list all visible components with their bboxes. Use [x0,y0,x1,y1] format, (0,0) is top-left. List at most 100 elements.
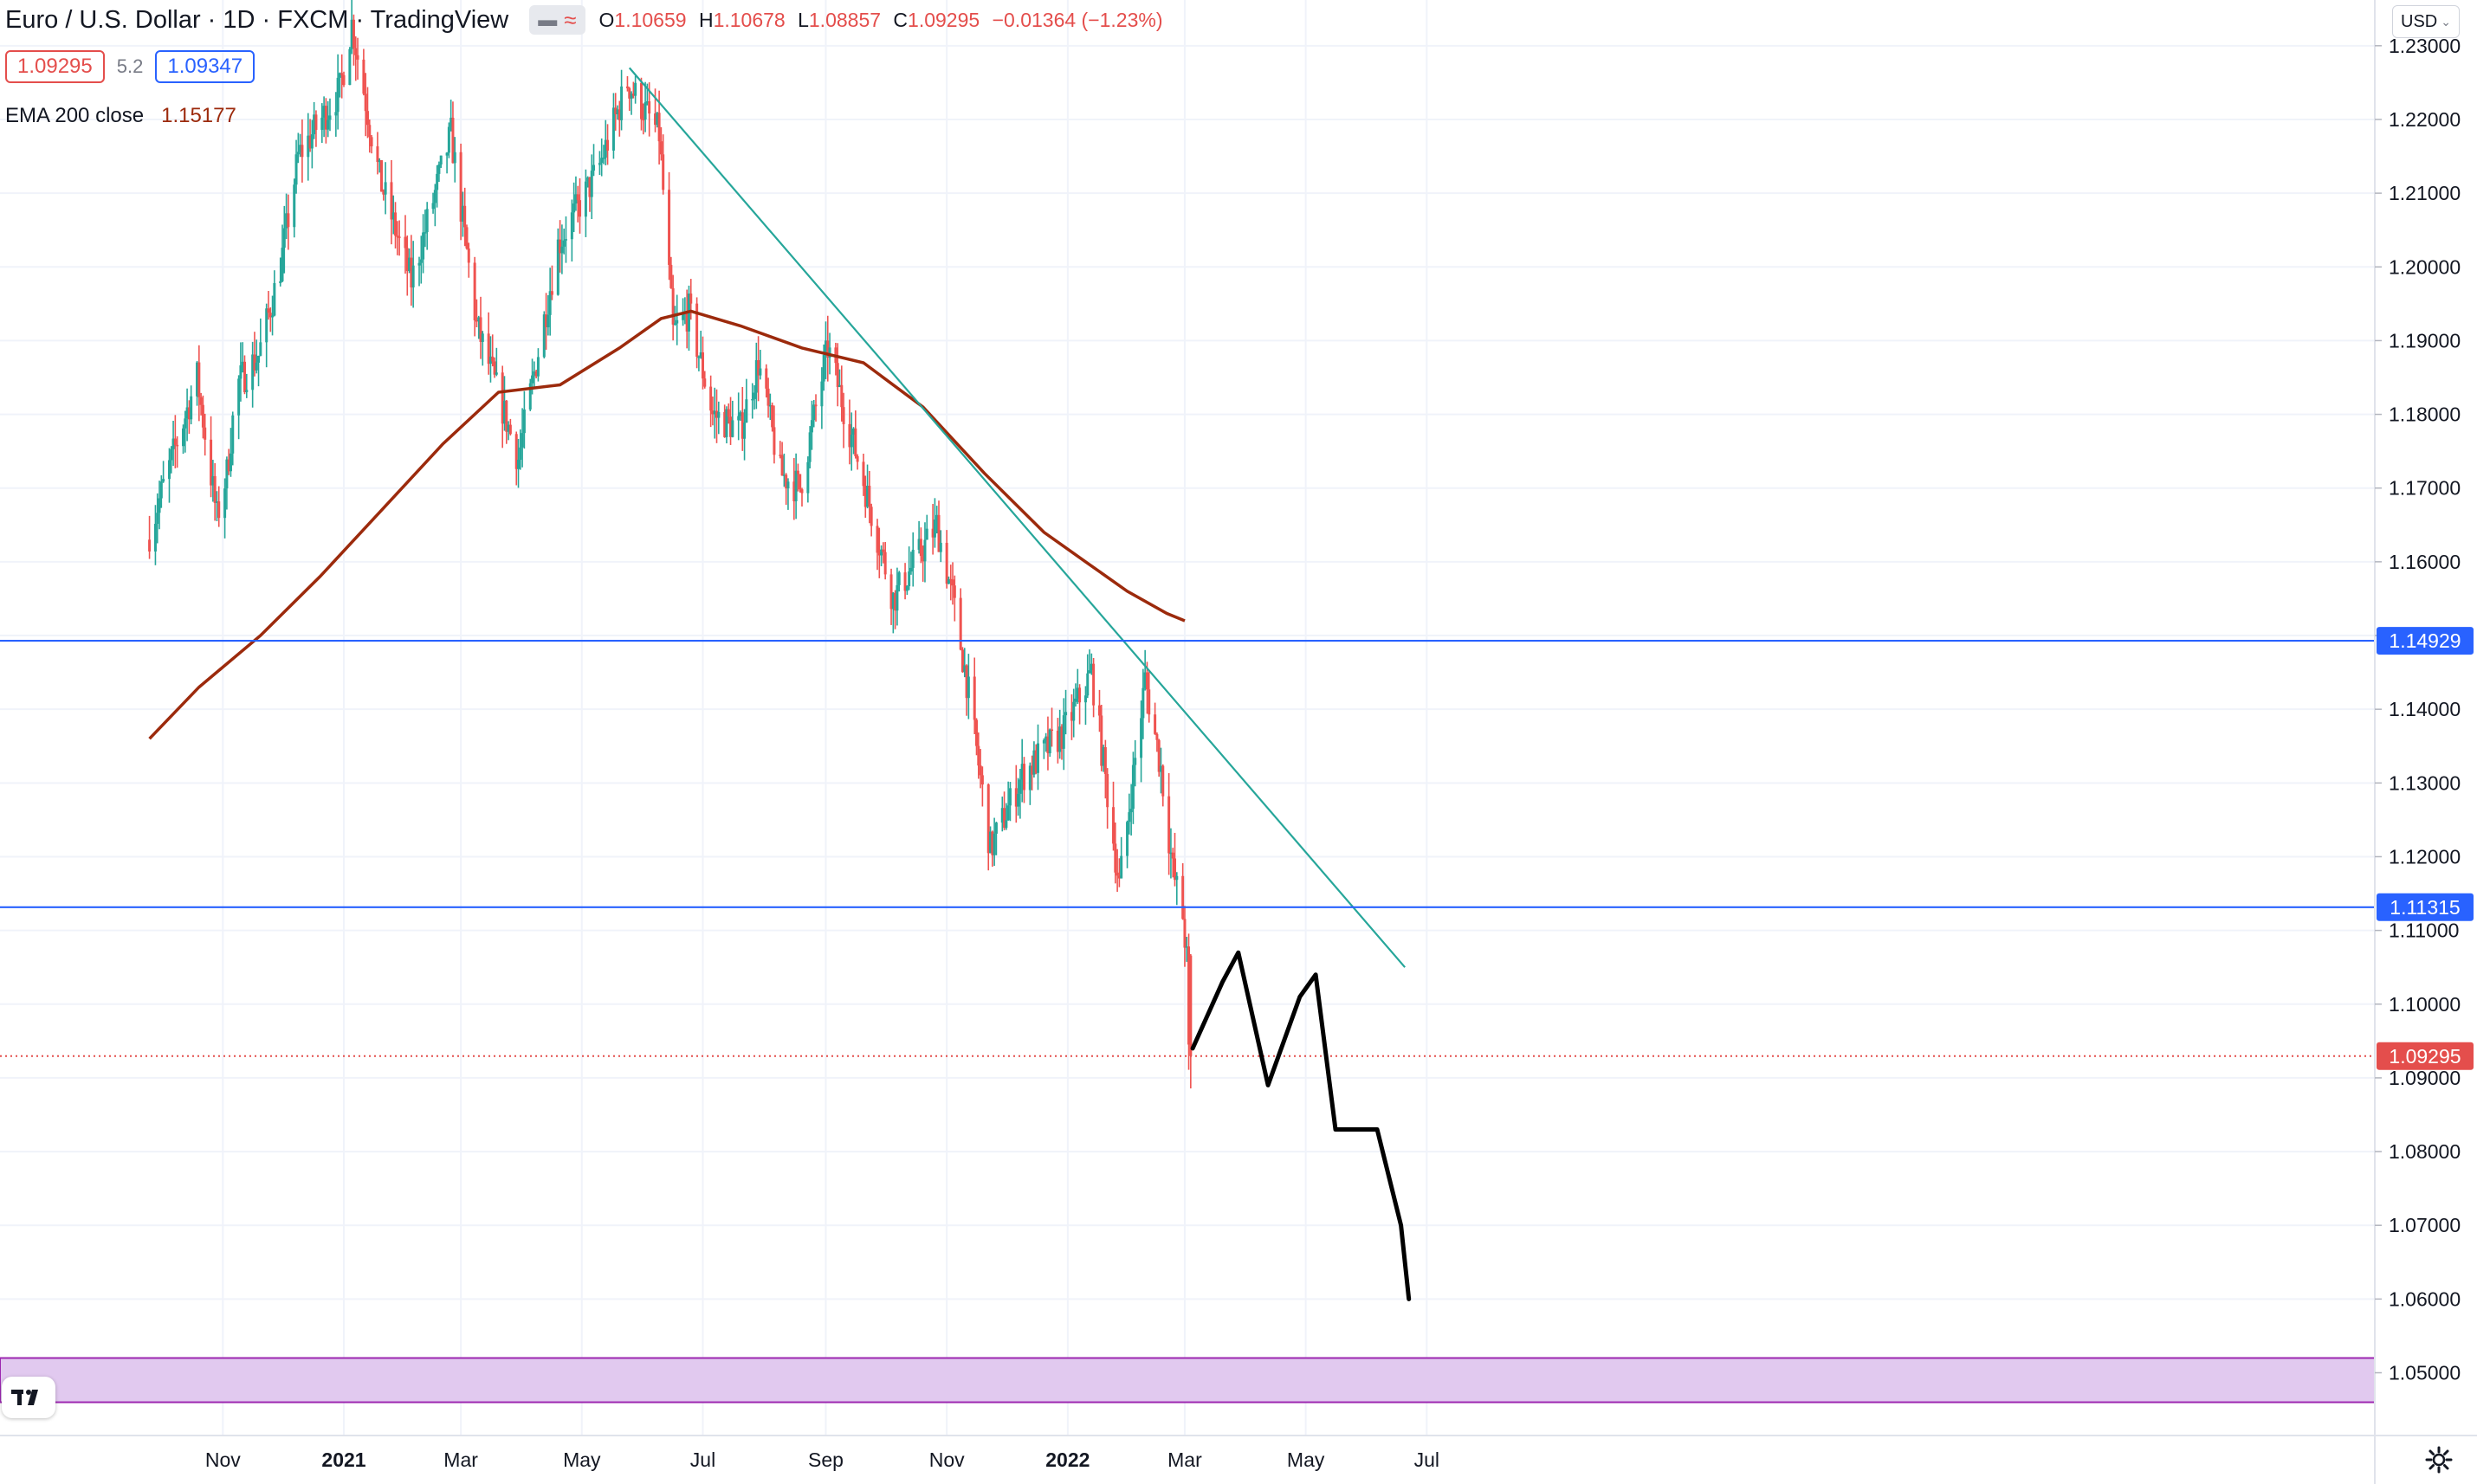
candle-body [634,82,637,96]
candle-body [382,191,385,195]
candle-body [210,439,213,486]
candle-body [556,239,559,295]
candle-body [1031,765,1034,775]
sell-price-button[interactable]: 1.09295 [5,50,105,83]
candle-body [459,152,462,222]
candle-body [852,428,856,436]
bid-ask-row: 1.09295 5.2 1.09347 [5,50,255,83]
candle-body [828,347,831,358]
candle-body [616,109,619,114]
candle-body [590,171,593,197]
candle-body [394,212,398,236]
candle-body [723,411,727,437]
candle-body [1145,672,1148,690]
time-scale[interactable]: Nov 2021 Mar May Jul Sep Nov 2022 Mar May Jul [205,1449,1439,1471]
candle-body [975,719,979,746]
candle-body [935,514,939,520]
candle-body [1187,946,1191,1045]
price-tag [2377,893,2474,921]
candle-body [731,420,734,437]
legend-header: Euro / U.S. Dollar · 1D · FXCM · Trading… [5,5,1163,35]
candle-body [299,145,302,152]
projection-drawing[interactable] [1190,950,1412,1301]
candle-body [1106,773,1109,808]
candle-body [625,86,629,88]
price-tick-label: 1.17000 [2389,477,2461,500]
candle-body [870,506,873,526]
candle-body [285,213,288,229]
candle-body [253,354,256,371]
candle-body [737,416,741,421]
currency-label: USD [2401,11,2438,31]
candle-body [782,474,786,476]
candle-body [1020,764,1024,780]
candle-body [281,248,284,281]
price-tag-label: 1.14929 [2389,629,2461,652]
candle-body [1006,805,1010,821]
candle-body [534,371,538,377]
candle-body [197,362,201,397]
candle-body [842,407,845,424]
indicator-legend[interactable]: EMA 200 close 1.15177 [5,104,236,128]
candle-body [947,578,950,584]
candle-body [396,236,399,237]
candle-body [727,409,730,417]
candle-body [689,294,693,304]
candle-body [786,481,790,489]
candle-body [785,474,788,489]
candle-body [439,155,443,165]
price-tag-label: 1.11315 [2390,896,2460,919]
currency-selector[interactable]: USD ⌄ [2392,5,2460,38]
candle-body [501,372,504,424]
candle-body [824,340,827,356]
candle-body [365,111,369,126]
candle-body [380,160,384,192]
candle-body [488,356,492,365]
candle-body [1128,812,1131,823]
symbol-title[interactable]: Euro / U.S. Dollar · 1D · FXCM · Trading… [5,5,509,34]
candle-body [231,415,235,454]
candle-body [1076,687,1079,699]
candle-body [618,109,621,120]
candle-body [572,203,576,213]
indicator-value: 1.15177 [161,104,236,127]
candle-body [993,833,996,855]
indicator-band [0,1357,2376,1403]
price-tick-label: 1.08000 [2389,1140,2461,1163]
candle-body [1148,689,1151,715]
candle-body [1019,779,1022,794]
candle-body [814,404,818,407]
price-tick-label: 1.09000 [2389,1067,2461,1089]
candle-body [631,94,635,96]
trendline[interactable] [628,67,1406,968]
candle-body [1159,765,1162,772]
candle-body [908,571,911,587]
candle-body [989,831,993,854]
compare-toggle[interactable]: ▬ ≈ [529,5,585,35]
candle-body [173,438,177,445]
candle-body [542,314,546,358]
candle-body [354,48,358,55]
candle-body [796,470,799,474]
candle-body [909,567,913,572]
candle-body [376,146,379,163]
candle-body [431,203,435,210]
candle-body [703,378,707,387]
candle-body [911,549,915,568]
candle-body [715,410,719,418]
tradingview-logo-icon[interactable] [2,1377,55,1418]
candle-body [640,82,643,119]
buy-price-button[interactable]: 1.09347 [155,50,255,83]
candle-body [925,528,928,540]
candle-body [199,397,203,405]
candle-body [880,549,883,556]
candle-body [628,87,631,99]
horizontal-levels[interactable] [0,639,2375,908]
candle-body [324,106,327,130]
gear-icon[interactable] [2422,1442,2456,1477]
price-scale[interactable]: 1.23000 1.22000 1.21000 1.20000 1.19000 1.180… [2375,35,2461,1384]
ema-200-line[interactable] [148,309,1186,740]
candle-body [662,154,665,190]
candle-body [743,423,747,439]
